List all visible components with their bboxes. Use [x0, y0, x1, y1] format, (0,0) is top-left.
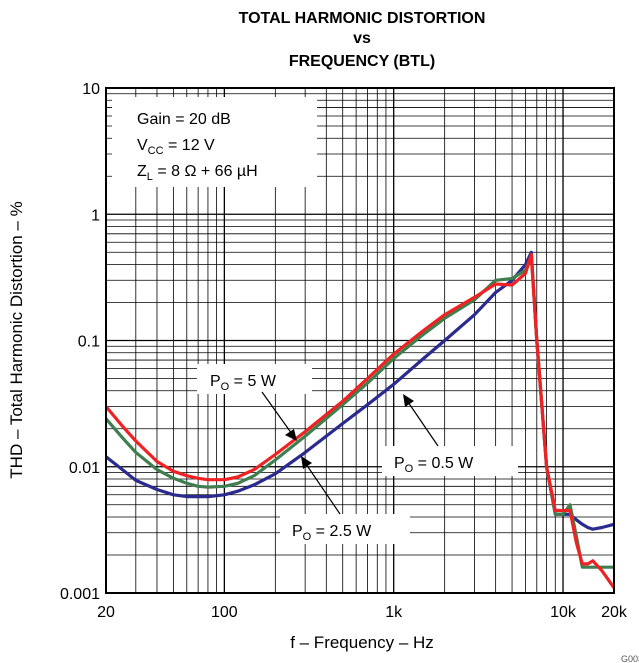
gain-note: Gain = 20 dB	[137, 111, 231, 128]
arrow-2-5w-line	[305, 463, 341, 515]
y-tick-label: 0.01	[69, 460, 100, 477]
svg-text:PO = 2.5 W: PO = 2.5 W	[292, 523, 372, 543]
title-line-1: TOTAL HARMONIC DISTORTION	[239, 10, 486, 27]
x-tick-label: 20k	[601, 604, 628, 621]
arrow-0-5w-head	[403, 394, 414, 407]
series-label-5w: PO = 5 W	[197, 364, 312, 394]
y-tick-label: 1	[91, 207, 100, 224]
svg-text:PO = 0.5 W: PO = 0.5 W	[394, 455, 474, 475]
x-tick-label: 20	[97, 604, 115, 621]
chart-title: TOTAL HARMONIC DISTORTION vs FREQUENCY (…	[239, 10, 486, 70]
conditions-box: Gain = 20 dB VCC = 12 V ZL = 8 Ω + 66 µH	[112, 97, 317, 187]
arrow-2-5w-head	[301, 456, 312, 469]
title-line-3: FREQUENCY (BTL)	[289, 53, 435, 70]
y-tick-label: 0.1	[78, 334, 100, 351]
x-tick-labels: 20 100 1k 10k 20k	[97, 604, 628, 621]
x-axis-label: f – Frequency – Hz	[290, 633, 434, 652]
plot-frame	[105, 87, 615, 594]
zl-note: ZL = 8 Ω + 66 µH	[137, 163, 258, 183]
x-tick-label: 100	[211, 604, 238, 621]
arrow-0-5w-line	[407, 401, 439, 447]
x-tick-label: 10k	[550, 604, 577, 621]
arrow-5w-line	[261, 391, 293, 435]
y-tick-label: 10	[82, 81, 100, 98]
svg-text:PO = 5 W: PO = 5 W	[210, 373, 277, 393]
y-axis-label: THD – Total Harmonic Distortion – %	[7, 201, 26, 478]
series-label-0-5w: PO = 0.5 W	[382, 446, 518, 476]
y-tick-labels: 0.001 0.01 0.1 1 10	[60, 81, 100, 603]
arrow-5w-head	[285, 429, 297, 441]
series-label-2-5w: PO = 2.5 W	[280, 514, 410, 544]
series-line	[104, 252, 616, 589]
x-tick-label: 1k	[385, 604, 403, 621]
page-code: G003	[621, 654, 639, 663]
series-lines	[104, 250, 616, 589]
y-tick-label: 0.001	[60, 586, 100, 603]
vcc-note: VCC = 12 V	[137, 137, 215, 157]
annotation-arrows	[261, 391, 439, 515]
title-line-2: vs	[353, 30, 371, 47]
